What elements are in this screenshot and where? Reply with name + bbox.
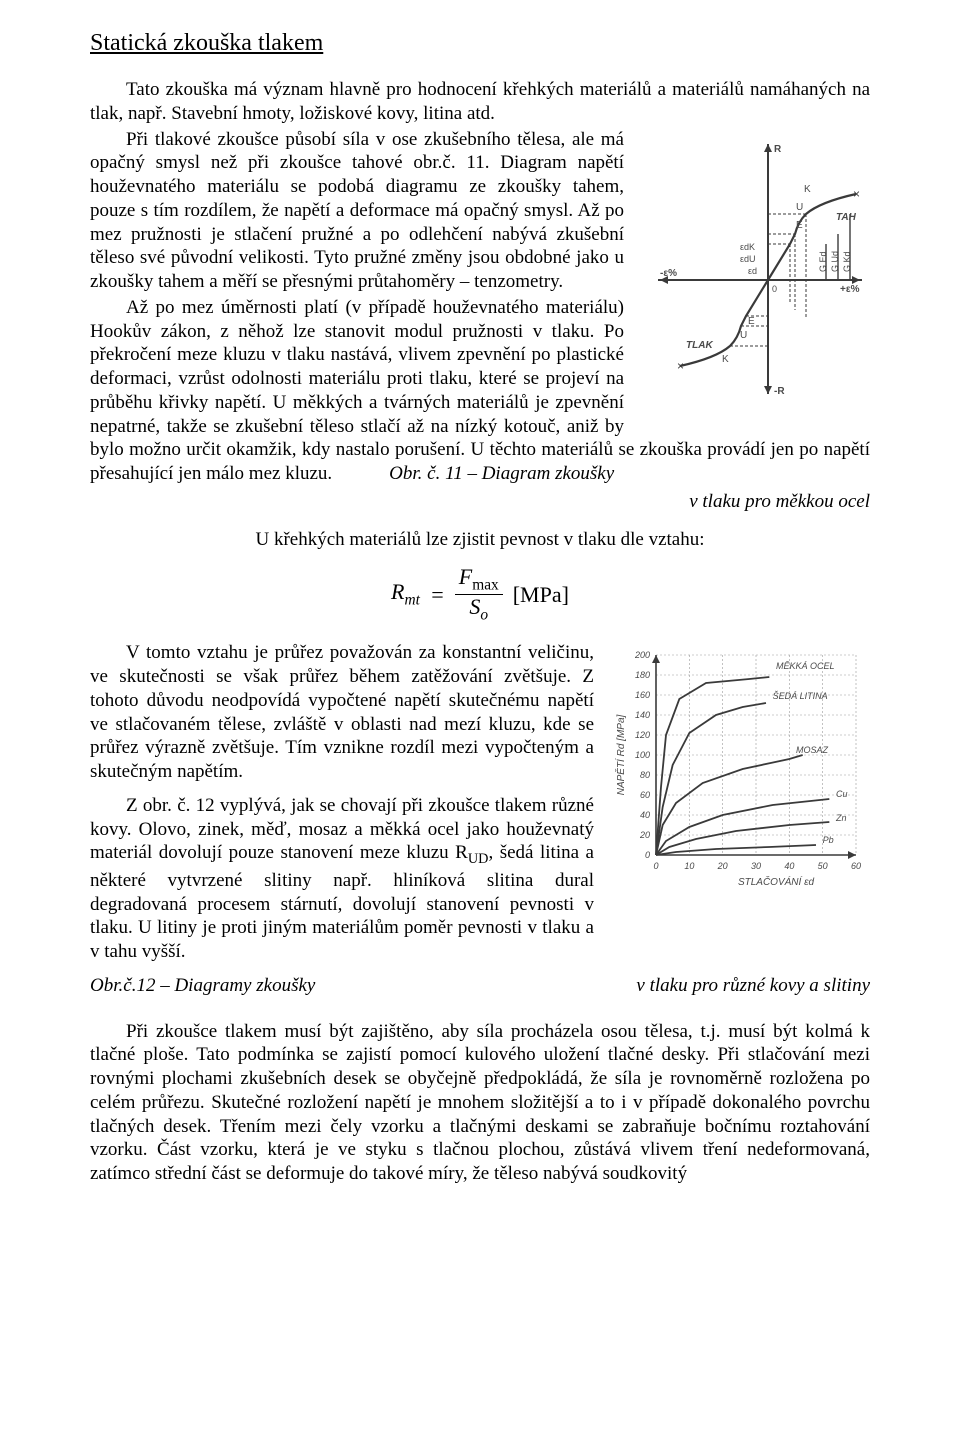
svg-text:10: 10 — [684, 861, 694, 871]
svg-text:0: 0 — [772, 284, 777, 294]
svg-text:STLAČOVÁNÍ εd: STLAČOVÁNÍ εd — [738, 875, 815, 888]
svg-text:-R: -R — [774, 386, 785, 397]
eq-den-sub: o — [480, 606, 488, 623]
equation-rmt: Rmt = Fmax So [MPa] — [90, 565, 870, 623]
eq-lhs-sub: mt — [405, 592, 420, 609]
formula-intro: U křehkých materiálů lze zjistit pevnost… — [90, 528, 870, 552]
svg-text:40: 40 — [784, 861, 794, 871]
svg-text:×: × — [677, 359, 684, 373]
figure-11-label: Obr. č. 11 – Diagram zkoušky — [389, 463, 614, 484]
svg-text:60: 60 — [640, 790, 650, 800]
svg-text:+ε%: +ε% — [840, 284, 860, 295]
svg-text:E: E — [796, 220, 803, 231]
svg-text:30: 30 — [751, 861, 761, 871]
svg-text:Zn: Zn — [835, 813, 847, 823]
svg-text:K: K — [804, 184, 811, 195]
svg-text:NAPĚTÍ Rd [MPa]: NAPĚTÍ Rd [MPa] — [614, 715, 627, 796]
svg-text:R: R — [774, 144, 782, 155]
svg-text:0: 0 — [653, 861, 658, 871]
svg-text:εdK: εdK — [740, 242, 755, 252]
svg-text:200: 200 — [634, 650, 650, 660]
svg-text:80: 80 — [640, 770, 650, 780]
eq-unit: [MPa] — [513, 581, 569, 609]
svg-text:G Ed: G Ed — [818, 251, 828, 272]
svg-text:140: 140 — [635, 710, 650, 720]
svg-text:Pb: Pb — [823, 835, 834, 845]
svg-text:K: K — [722, 354, 729, 365]
svg-text:MOSAZ: MOSAZ — [796, 745, 829, 755]
svg-text:0: 0 — [645, 850, 650, 860]
svg-text:ŠEDÁ LITINA: ŠEDÁ LITINA — [773, 691, 828, 701]
figure-12: 0 10 20 30 40 50 60 0 20 40 60 80 100 120 140 160 180 200… — [610, 645, 870, 912]
svg-text:-ε%: -ε% — [660, 268, 677, 279]
svg-text:20: 20 — [717, 861, 728, 871]
svg-text:TLAK: TLAK — [686, 340, 713, 351]
svg-text:×: × — [853, 187, 860, 201]
figure-11-caption: v tlaku pro měkkou ocel — [689, 491, 870, 512]
paragraph-7: Při zkoušce tlakem musí být zajištěno, a… — [90, 1020, 870, 1186]
svg-text:MĚKKÁ OCEL: MĚKKÁ OCEL — [776, 661, 835, 671]
svg-text:TAH: TAH — [836, 212, 857, 223]
eq-lhs: R — [391, 579, 404, 604]
svg-text:100: 100 — [635, 750, 650, 760]
svg-text:G Kd: G Kd — [842, 251, 852, 272]
svg-text:20: 20 — [639, 830, 650, 840]
eq-num-sub: max — [472, 577, 499, 594]
intro-paragraph: Tato zkouška má význam hlavně pro hodnoc… — [90, 78, 870, 126]
svg-text:160: 160 — [635, 690, 650, 700]
svg-text:180: 180 — [635, 670, 650, 680]
eq-num: F — [459, 564, 472, 589]
svg-text:50: 50 — [818, 861, 828, 871]
svg-text:U: U — [740, 330, 747, 341]
svg-text:εd: εd — [748, 266, 757, 276]
svg-text:U: U — [796, 202, 803, 213]
svg-text:Cu: Cu — [836, 789, 848, 799]
svg-text:60: 60 — [851, 861, 861, 871]
svg-text:E: E — [748, 316, 755, 327]
figure-12-label-right: v tlaku pro různé kovy a slitiny — [636, 974, 870, 998]
materials-chart: 0 10 20 30 40 50 60 0 20 40 60 80 100 120 140 160 180 200… — [610, 645, 870, 905]
svg-text:40: 40 — [640, 810, 650, 820]
eq-den: S — [469, 594, 480, 619]
svg-text:G Ud: G Ud — [830, 250, 840, 271]
page-title: Statická zkouška tlakem — [90, 28, 870, 58]
figure-12-label-left: Obr.č.12 – Diagramy zkoušky — [90, 974, 315, 998]
stress-strain-diagram: ××RKUETAHεdKεdUεd-ε%+ε%0TLAKEUK-RG EdG U… — [640, 132, 870, 412]
svg-text:120: 120 — [635, 730, 650, 740]
figure-11: ××RKUETAHεdKεdUεd-ε%+ε%0TLAKEUK-RG EdG U… — [640, 132, 870, 419]
svg-text:εdU: εdU — [740, 254, 756, 264]
r-ud-subscript: UD — [468, 851, 489, 867]
